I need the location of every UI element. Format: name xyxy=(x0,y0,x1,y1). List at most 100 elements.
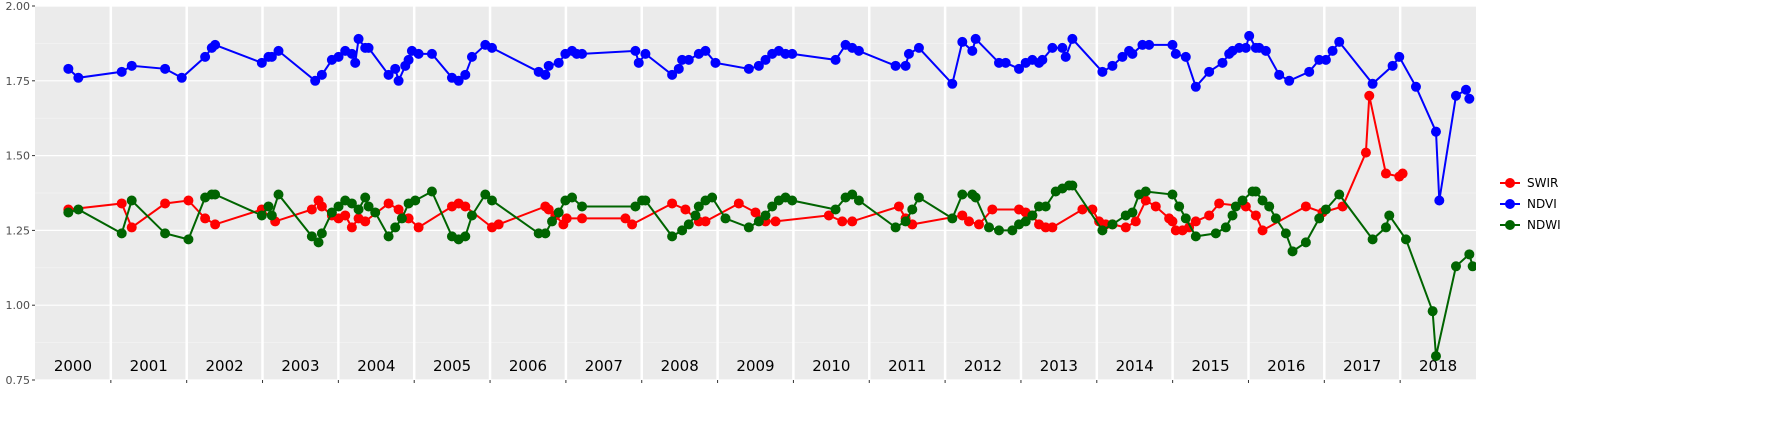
data-point-ndvi xyxy=(710,57,721,68)
data-point-ndwi xyxy=(266,210,277,221)
data-point-ndwi xyxy=(957,189,968,200)
data-point-ndwi xyxy=(1300,237,1311,248)
data-point-ndvi xyxy=(1334,36,1345,47)
data-point-ndvi xyxy=(543,60,554,71)
y-tick-label: 0.75 xyxy=(6,374,31,387)
year-label: 2012 xyxy=(964,357,1002,375)
data-point-ndvi xyxy=(1204,66,1215,77)
data-point-ndvi xyxy=(363,42,374,53)
data-point-swir xyxy=(360,216,371,227)
data-point-ndwi xyxy=(1380,222,1391,233)
data-point-ndvi xyxy=(126,60,137,71)
data-point-swir xyxy=(823,210,834,221)
data-point-ndvi xyxy=(460,69,471,80)
data-point-swir xyxy=(340,210,351,221)
data-point-ndwi xyxy=(683,219,694,230)
data-point-ndvi xyxy=(390,63,401,74)
data-point-swir xyxy=(543,204,554,215)
y-tick-label: 2.00 xyxy=(6,0,31,13)
data-point-ndvi xyxy=(1260,45,1271,56)
data-point-swir xyxy=(1300,201,1311,212)
data-point-ndwi xyxy=(263,201,274,212)
data-point-ndvi xyxy=(743,63,754,74)
data-point-swir xyxy=(1047,222,1058,233)
data-point-ndvi xyxy=(673,63,684,74)
data-point-ndwi xyxy=(480,189,491,200)
data-point-ndwi xyxy=(994,225,1005,236)
data-point-ndwi xyxy=(460,231,471,242)
data-point-ndwi xyxy=(183,234,194,245)
data-point-ndvi xyxy=(346,48,357,59)
year-label: 2009 xyxy=(736,357,774,375)
data-point-ndvi xyxy=(1394,51,1405,62)
year-label: 2001 xyxy=(130,357,168,375)
data-point-ndwi xyxy=(787,195,798,206)
data-point-ndwi xyxy=(547,216,558,227)
data-point-ndvi xyxy=(1460,84,1471,95)
data-point-ndvi xyxy=(350,57,361,68)
data-point-ndvi xyxy=(913,42,924,53)
data-point-ndwi xyxy=(693,201,704,212)
data-point-ndwi xyxy=(983,222,994,233)
data-point-ndwi xyxy=(1027,210,1038,221)
data-point-ndwi xyxy=(1250,186,1261,197)
data-point-swir xyxy=(680,204,691,215)
data-point-ndwi xyxy=(353,204,364,215)
data-point-ndvi xyxy=(1170,48,1181,59)
data-point-ndwi xyxy=(210,189,221,200)
data-point-ndvi xyxy=(1217,57,1228,68)
data-point-ndvi xyxy=(1410,81,1421,92)
data-point-swir xyxy=(987,204,998,215)
data-point-ndvi xyxy=(1367,78,1378,89)
data-point-swir xyxy=(1397,168,1408,179)
data-point-ndvi xyxy=(1127,48,1138,59)
data-point-ndwi xyxy=(830,204,841,215)
data-point-ndwi xyxy=(1210,228,1221,239)
data-point-swir xyxy=(1130,216,1141,227)
data-point-ndvi xyxy=(853,45,864,56)
data-point-ndvi xyxy=(266,51,277,62)
legend-key-point xyxy=(1505,178,1515,188)
year-label: 2018 xyxy=(1419,357,1457,375)
data-point-ndwi xyxy=(486,195,497,206)
data-point-ndwi xyxy=(466,210,477,221)
data-point-ndvi xyxy=(1107,60,1118,71)
data-point-ndvi xyxy=(1284,75,1295,86)
year-label: 2016 xyxy=(1267,357,1305,375)
data-point-ndvi xyxy=(210,39,221,50)
data-point-swir xyxy=(1140,195,1151,206)
data-point-swir xyxy=(383,198,394,209)
y-tick-label: 1.75 xyxy=(6,75,31,88)
data-point-swir xyxy=(306,204,317,215)
data-point-ndvi xyxy=(683,54,694,65)
data-point-ndvi xyxy=(553,57,564,68)
data-point-ndvi xyxy=(256,57,267,68)
data-point-ndwi xyxy=(760,210,771,221)
data-point-ndvi xyxy=(426,48,437,59)
data-point-swir xyxy=(493,219,504,230)
data-point-ndwi xyxy=(326,207,337,218)
data-point-swir xyxy=(750,207,761,218)
year-label: 2015 xyxy=(1191,357,1229,375)
data-point-ndwi xyxy=(1257,195,1268,206)
data-point-swir xyxy=(393,204,404,215)
data-point-ndwi xyxy=(1127,207,1138,218)
data-point-ndvi xyxy=(540,69,551,80)
data-point-ndvi xyxy=(787,48,798,59)
data-point-swir xyxy=(893,201,904,212)
data-point-ndvi xyxy=(116,66,127,77)
data-point-ndvi xyxy=(1327,45,1338,56)
year-label: 2017 xyxy=(1343,357,1381,375)
data-point-ndvi xyxy=(1464,93,1475,104)
data-point-ndvi xyxy=(1117,51,1128,62)
data-point-ndwi xyxy=(1384,210,1395,221)
data-point-ndvi xyxy=(1387,60,1398,71)
data-point-ndwi xyxy=(1427,306,1438,317)
data-point-ndvi xyxy=(1097,66,1108,77)
data-point-ndwi xyxy=(567,192,578,203)
data-point-ndwi xyxy=(1067,180,1078,191)
data-point-ndwi xyxy=(630,201,641,212)
data-point-ndvi xyxy=(1450,90,1461,101)
data-point-ndvi xyxy=(830,54,841,65)
data-point-ndwi xyxy=(640,195,651,206)
